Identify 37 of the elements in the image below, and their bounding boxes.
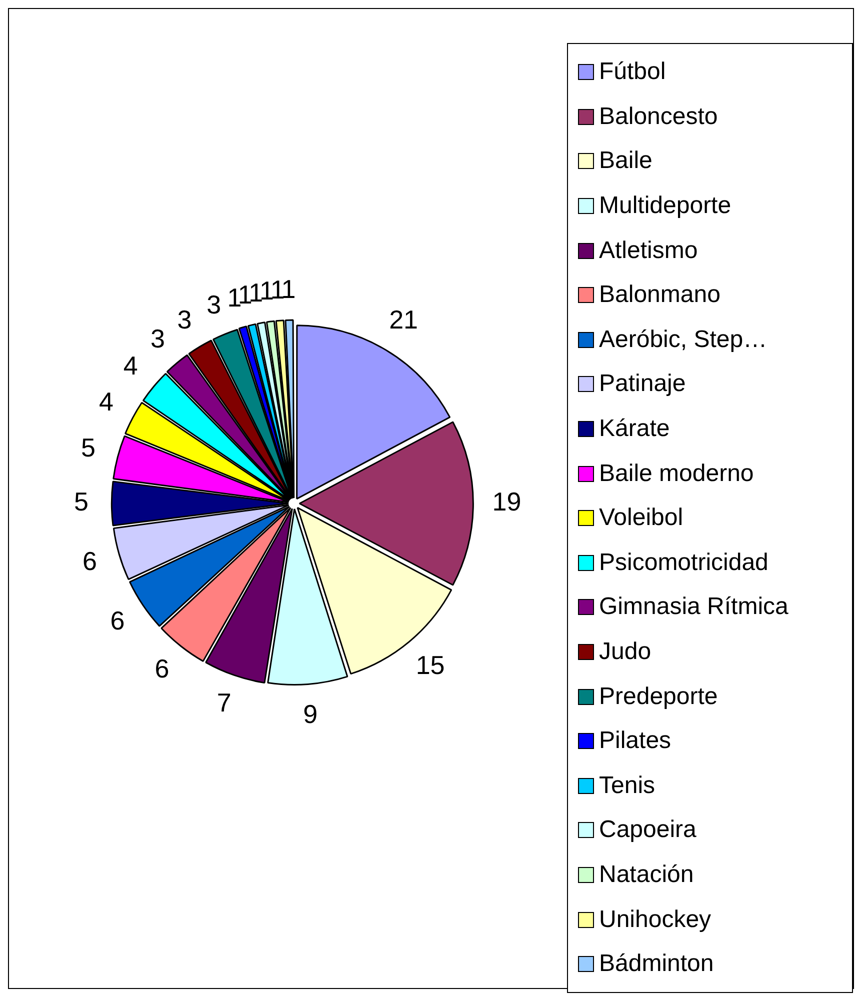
- data-label: 6: [110, 605, 125, 636]
- data-label: 21: [389, 304, 418, 334]
- legend-label: Baile moderno: [599, 460, 754, 488]
- legend-label: Patinaje: [599, 370, 686, 398]
- data-label: 4: [98, 386, 114, 417]
- legend-label: Balonmano: [599, 281, 720, 310]
- data-label: 15: [416, 650, 445, 680]
- data-label: 7: [216, 688, 232, 718]
- legend-label: Bádminton: [599, 950, 714, 978]
- data-label: 1: [227, 282, 242, 312]
- data-label: 9: [303, 698, 318, 729]
- legend-label: Unihockey: [599, 906, 712, 934]
- data-label: 5: [74, 486, 88, 517]
- data-label: 3: [150, 323, 165, 354]
- data-label: 6: [154, 653, 170, 684]
- legend-label: Atletismo: [599, 236, 698, 265]
- legend-label: Predeporte: [599, 682, 718, 711]
- legend-label: Capoeira: [599, 816, 696, 844]
- data-label: 5: [81, 432, 96, 462]
- legend-label: Voleibol: [599, 504, 684, 532]
- legend-label: Baloncesto: [599, 102, 718, 131]
- legend-label: Aeróbic, Step…: [599, 326, 768, 354]
- legend-label: Kárate: [599, 415, 670, 444]
- data-label: 19: [492, 486, 522, 517]
- data-label: 3: [177, 304, 192, 334]
- legend-label: Pilates: [599, 727, 672, 756]
- legend-label: Baile: [599, 147, 652, 176]
- data-label: 3: [206, 290, 222, 320]
- legend-label: Tenis: [599, 772, 656, 800]
- legend-label: Gimnasia Rítmica: [599, 593, 788, 622]
- data-label: 6: [82, 546, 97, 576]
- legend-label: Judo: [599, 638, 652, 666]
- data-label: 4: [123, 350, 138, 380]
- legend-label: Multideporte: [599, 192, 732, 220]
- legend-label: Natación: [599, 860, 694, 889]
- legend-label: Psicomotricidad: [599, 548, 768, 577]
- legend-label: Fútbol: [599, 58, 666, 86]
